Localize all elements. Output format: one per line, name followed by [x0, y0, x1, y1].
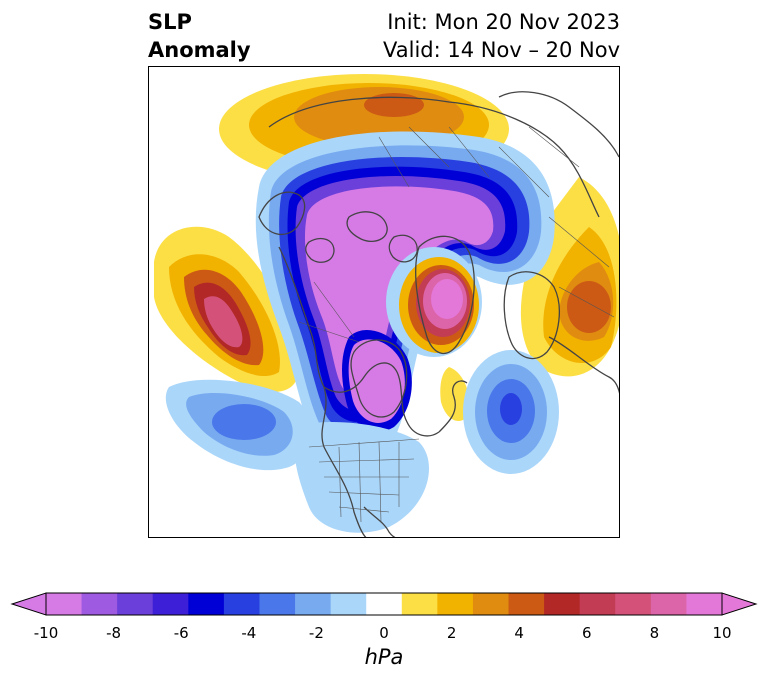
colorbar-segment [330, 593, 367, 615]
map-dates: Init: Mon 20 Nov 2023 Valid: 14 Nov – 20… [383, 8, 620, 64]
colorbar [10, 592, 758, 616]
colorbar-segment [188, 593, 225, 615]
colorbar-tick-label: 4 [514, 624, 524, 642]
positive-anomaly-baffin [386, 247, 482, 422]
negative-anomaly-atlantic [463, 350, 559, 474]
colorbar-tick-label: 6 [582, 624, 592, 642]
colorbar-tick-label: -10 [33, 624, 59, 642]
colorbar-segment [544, 593, 581, 615]
colorbar-units: hPa [364, 645, 404, 669]
coastlines [258, 91, 619, 537]
colorbar-segment [295, 593, 332, 615]
colorbar-segment [686, 593, 723, 615]
negative-anomaly-east-pacific [165, 379, 312, 471]
colorbar-segment [223, 593, 260, 615]
colorbar-tick-label: 8 [649, 624, 660, 642]
colorbar-tick-label: 2 [446, 624, 457, 642]
title-line-anomaly: Anomaly [148, 38, 251, 62]
colorbar-tick-label: -8 [106, 624, 122, 642]
init-date: Init: Mon 20 Nov 2023 [387, 10, 620, 34]
colorbar-tick-label: -4 [241, 624, 257, 642]
colorbar-segment [615, 593, 652, 615]
colorbar-tick-label: -2 [308, 624, 324, 642]
map-title: SLP Anomaly [148, 8, 251, 64]
colorbar-frame [45, 592, 723, 616]
positive-anomaly-east [520, 177, 619, 377]
colorbar-segment [366, 593, 403, 615]
colorbar-segment [579, 593, 616, 615]
anomaly-map [148, 66, 620, 538]
colorbar-segment [472, 593, 510, 615]
colorbar-segment [650, 593, 687, 615]
anomaly-map-svg [154, 74, 619, 537]
valid-range: Valid: 14 Nov – 20 Nov [383, 38, 620, 62]
country-borders [298, 126, 615, 523]
colorbar-segment [81, 593, 118, 615]
colorbar-tick-label: -6 [173, 624, 189, 642]
colorbar-extend-max [721, 592, 758, 616]
colorbar-segment [46, 593, 83, 615]
colorbar-segment [152, 593, 189, 615]
colorbar-tick-label: 0 [379, 624, 389, 642]
colorbar-tick-label: 10 [712, 624, 732, 642]
colorbar-segment [259, 593, 296, 615]
colorbar-segment [508, 593, 545, 615]
colorbar-segment [437, 593, 474, 615]
colorbar-extend-min [10, 592, 47, 616]
colorbar-segment [401, 593, 438, 615]
colorbar-segment [117, 593, 154, 615]
positive-anomaly-pacific [154, 226, 299, 392]
title-line-slp: SLP [148, 10, 192, 34]
